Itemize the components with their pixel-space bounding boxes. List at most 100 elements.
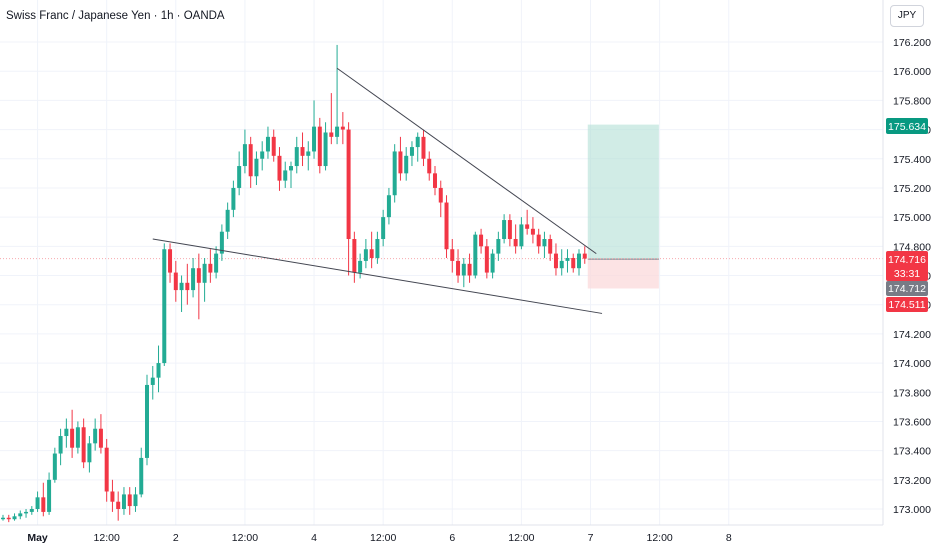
candle-body [450,249,455,261]
time-tick-label: 8 [726,532,732,544]
target-badge: 175.634 [888,121,926,133]
trendline[interactable] [152,238,603,314]
candle-body [294,147,299,167]
candle-body [335,126,340,137]
price-badges: 175.634 174.716 33:31 174.712 174.511 [886,118,928,312]
candles [0,44,883,523]
candle-body [306,151,311,156]
candle-body [214,253,219,273]
price-tick-label: 173.800 [893,387,931,399]
candle-body [427,158,432,174]
candle-body [58,436,63,454]
candle-body [41,497,46,512]
chart-title: Swiss Franc / Japanese Yen · 1h · OANDA [6,10,225,22]
countdown-badge: 33:31 [894,268,920,280]
candle-body [52,453,57,480]
price-tick-label: 175.400 [893,154,931,166]
time-tick-label: 4 [311,532,317,544]
candle-body [225,209,230,232]
candle-body [260,151,265,159]
candle-body [444,202,449,250]
candle-body [346,129,351,240]
stop-badge: 174.511 [888,299,925,311]
candle-body [179,282,184,291]
candle-body [196,268,201,283]
candle-body [191,268,196,291]
candle-body [381,217,386,240]
time-tick-label: 12:00 [232,532,258,544]
candle-body [145,384,149,458]
time-tick-label: 12:00 [646,532,672,544]
candle-body [421,136,426,159]
time-tick-label: 12:00 [508,532,534,544]
target-zone [587,124,659,260]
chart-grid [0,0,883,525]
candle-body [271,136,276,156]
last-price-badge: 174.716 [888,254,926,266]
candle-body [323,132,328,167]
candle-body [156,363,161,378]
candle-body [1,517,5,520]
candle-body [237,166,242,188]
candle-body [98,428,103,448]
candle-body [369,249,374,258]
price-tick-label: 174.200 [893,329,931,341]
price-tick-label: 174.800 [893,241,931,253]
candle-body [162,249,167,364]
candle-body [283,170,288,181]
candle-body [173,272,178,291]
last-price-badge-bg [886,251,928,281]
price-tick-label: 175.800 [893,95,931,107]
candle-body [577,253,581,269]
candle-body [559,260,564,269]
candle-body [300,147,305,156]
candle-body [415,136,420,148]
candle-body [64,428,69,437]
candle-body [404,155,409,174]
candle-body [375,239,380,258]
stop-badge-bg [886,297,928,312]
candle-body [536,234,541,247]
candle-body [386,195,391,218]
candle-body [490,253,495,273]
candle-body [121,494,126,509]
candle-body [231,187,236,210]
candle-body [265,136,270,152]
candle-body [409,147,414,156]
candle-body [507,220,512,240]
candle-body [116,501,121,509]
candle-body [582,253,587,259]
candle-body [18,513,23,517]
candle-body [519,224,524,247]
candle-body [392,151,397,196]
candle-body [110,491,115,502]
candle-body [548,239,553,254]
position-zones [587,124,659,289]
candle-body [502,220,507,240]
candle-body [70,428,75,448]
currency-button[interactable]: JPY [890,5,924,27]
stop-zone [587,259,659,289]
candle-body [571,257,576,269]
candle-body [168,249,173,273]
price-tick-label: 175.200 [893,183,931,195]
candle-body [35,497,40,509]
candle-body [467,263,472,276]
price-tick-label: 173.200 [893,475,931,487]
candle-body [208,263,213,273]
candle-body [219,231,224,254]
candle-body [542,239,547,247]
target-badge-bg [886,118,928,134]
trendlines[interactable] [152,67,603,314]
candle-body [530,228,535,235]
candle-body [456,260,461,276]
candle-body [6,517,11,520]
candle-body [29,509,34,512]
candle-body [438,187,443,203]
time-tick-label: 12:00 [370,532,396,544]
candle-body [329,132,334,137]
candle-body [473,234,478,276]
trendline[interactable] [336,67,597,255]
